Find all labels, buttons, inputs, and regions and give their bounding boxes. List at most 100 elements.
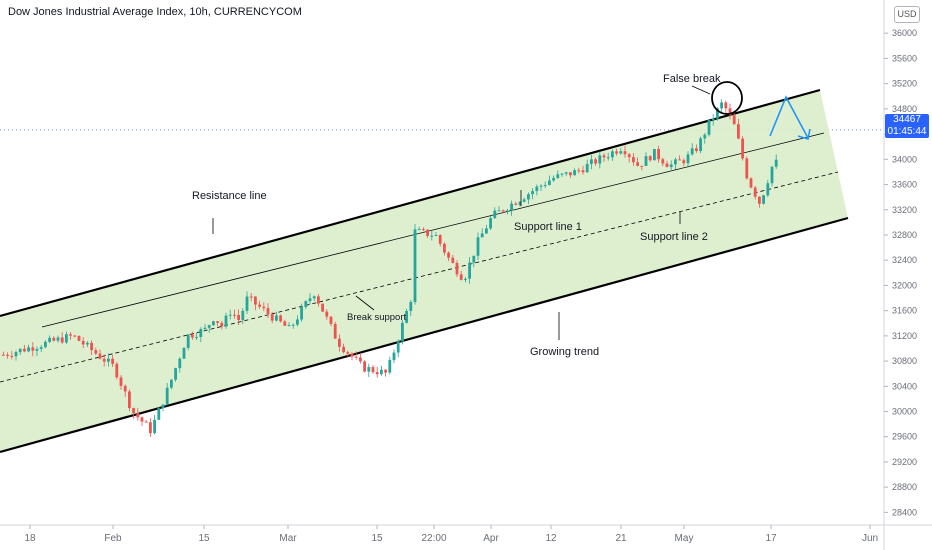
candle-body (23, 348, 26, 352)
candle-body (119, 377, 123, 386)
candle-body (102, 358, 106, 362)
trend-line (0, 216, 849, 454)
candle-body (44, 341, 47, 348)
candle-body (716, 108, 719, 119)
candle-body (455, 262, 459, 275)
candle-body (724, 102, 728, 109)
candle-body (228, 314, 232, 316)
time-tick-label: 21 (615, 533, 627, 544)
candle-body (338, 338, 341, 347)
candle-body (283, 321, 287, 326)
candle-body (485, 228, 488, 234)
candle-body (144, 421, 148, 423)
candle-body (413, 229, 417, 303)
candle-body (434, 235, 438, 237)
candle-body (153, 419, 156, 434)
candle-body (522, 199, 526, 202)
candle-body (191, 334, 194, 338)
candle-body (275, 315, 278, 321)
candle-body (165, 387, 169, 405)
current-price-value: 34467 (893, 114, 921, 125)
candle-body (409, 302, 413, 311)
candle-body (291, 324, 295, 326)
candle-body (758, 196, 761, 204)
candle-body (472, 255, 476, 263)
projection-arrowhead (797, 128, 811, 141)
candle-body (39, 347, 43, 349)
candle-body (682, 160, 686, 164)
time-tick-label: Jun (862, 533, 878, 544)
candle-body (665, 163, 669, 168)
candle-body (598, 155, 602, 164)
candle-body (245, 296, 249, 311)
candle-body (674, 159, 677, 165)
candle-body (468, 262, 471, 279)
candle-body (527, 194, 530, 200)
candle-body (695, 148, 698, 152)
candle-body (497, 210, 501, 212)
price-tick-label: 35600 (892, 53, 917, 63)
candle-body (296, 319, 299, 325)
candle-body (686, 154, 690, 164)
candle-body (510, 203, 513, 211)
candle-body (35, 348, 39, 351)
candle-body (480, 233, 484, 238)
candle-body (644, 156, 648, 166)
candle-body (207, 325, 211, 328)
trend-label: Growing trend (530, 346, 599, 358)
price-tick-label: 34000 (892, 154, 917, 164)
candle-body (300, 306, 303, 320)
candle-body (371, 367, 375, 373)
candle-body (770, 166, 774, 184)
candle-body (678, 159, 681, 161)
candle-body (762, 195, 765, 204)
candle-body (518, 201, 522, 205)
time-tick-label: Feb (104, 533, 122, 544)
candle-body (81, 340, 85, 345)
resistance-label: Resistance line (192, 190, 267, 202)
candle-body (602, 155, 606, 158)
candle-body (552, 177, 555, 181)
candle-body (249, 296, 253, 298)
candle-body (766, 183, 770, 196)
candle-body (161, 404, 165, 409)
chart-title: Dow Jones Industrial Average Index, 10h,… (8, 6, 302, 18)
candle-body (56, 337, 60, 341)
candle-body (375, 372, 379, 375)
candle-body (48, 337, 51, 342)
candle-body (94, 350, 98, 354)
candle-body (10, 355, 14, 357)
candle-body (430, 235, 434, 237)
current-price-tag: 34467 01:45:44 (885, 114, 929, 138)
candle-body (422, 229, 425, 231)
price-tick-label: 34800 (892, 104, 917, 114)
candle-body (543, 184, 547, 186)
false-break-label: False break (663, 73, 721, 85)
candle-body (615, 151, 618, 154)
candle-body (132, 408, 135, 414)
break-support-arrow (355, 295, 375, 311)
candle-body (69, 334, 72, 336)
channel-fill (0, 90, 848, 452)
currency-badge[interactable]: USD (894, 6, 920, 23)
candle-body (140, 417, 144, 422)
candle-body (52, 337, 56, 341)
candle-body (774, 159, 778, 167)
candle-body (749, 178, 753, 188)
candle-body (111, 358, 114, 364)
time-tick-label: May (675, 533, 694, 544)
candle-body (405, 310, 408, 323)
candle-body (308, 298, 312, 302)
candle-body (216, 321, 219, 323)
candle-body (6, 354, 9, 356)
candle-body (380, 369, 383, 375)
candle-body (577, 170, 581, 172)
candle-body (640, 165, 644, 167)
price-tick-label: 32800 (892, 230, 917, 240)
candle-body (203, 327, 207, 330)
candle-body (396, 341, 400, 353)
candle-body (178, 358, 182, 369)
candle-body (585, 163, 589, 173)
candle-body (359, 357, 362, 362)
